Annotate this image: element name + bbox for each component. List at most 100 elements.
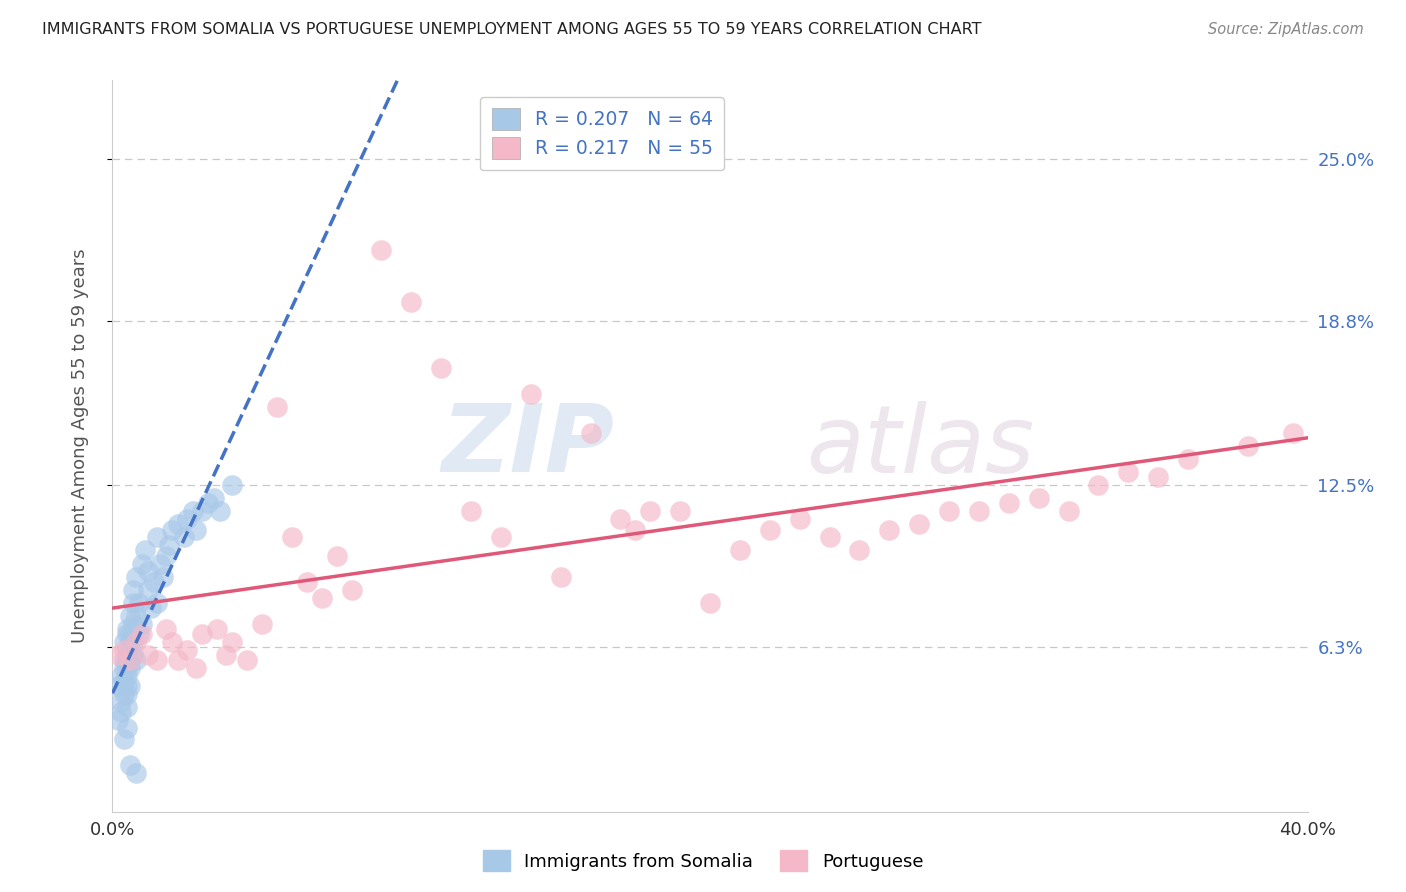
Point <box>848 543 870 558</box>
Point <box>152 569 174 583</box>
Point <box>325 549 347 563</box>
Text: ZIP: ZIP <box>441 400 614 492</box>
Point <box>117 669 139 683</box>
Text: atlas: atlas <box>806 401 1033 491</box>
Point <box>114 653 135 667</box>
Point <box>120 757 142 772</box>
Point <box>1147 470 1170 484</box>
Legend: R = 0.207   N = 64, R = 0.217   N = 55: R = 0.207 N = 64, R = 0.217 N = 55 <box>481 97 724 170</box>
Point <box>122 596 145 610</box>
Point <box>669 504 692 518</box>
Text: IMMIGRANTS FROM SOMALIA VS PORTUGUESE UNEMPLOYMENT AMONG AGES 55 TO 59 YEARS COR: IMMIGRANTS FROM SOMALIA VS PORTUGUESE UN… <box>42 22 981 37</box>
Point <box>186 523 208 537</box>
Point <box>125 569 148 583</box>
Point <box>759 523 782 537</box>
Point <box>120 661 142 675</box>
Point <box>143 574 166 589</box>
Point <box>879 523 901 537</box>
Point <box>1087 478 1109 492</box>
Point <box>209 504 232 518</box>
Point <box>728 543 751 558</box>
Point <box>114 731 135 746</box>
Point <box>579 425 602 440</box>
Point <box>1057 504 1080 518</box>
Point <box>122 635 145 649</box>
Point <box>125 608 148 623</box>
Point <box>141 601 163 615</box>
Point <box>138 565 160 579</box>
Point <box>125 635 148 649</box>
Point <box>295 574 318 589</box>
Point <box>107 714 129 728</box>
Point <box>120 679 142 693</box>
Point <box>221 635 243 649</box>
Point <box>114 687 135 701</box>
Point <box>311 591 333 605</box>
Point <box>134 543 156 558</box>
Point <box>699 596 721 610</box>
Point <box>131 557 153 571</box>
Point <box>221 478 243 492</box>
Point <box>191 627 214 641</box>
Point <box>789 512 811 526</box>
Point <box>1028 491 1050 506</box>
Point <box>205 622 228 636</box>
Point <box>191 504 214 518</box>
Point <box>128 627 150 641</box>
Point <box>1177 452 1199 467</box>
Point <box>176 642 198 657</box>
Point <box>120 627 142 641</box>
Point <box>489 530 512 544</box>
Point <box>120 635 142 649</box>
Point <box>117 700 139 714</box>
Point <box>624 523 647 537</box>
Point <box>107 648 129 662</box>
Point <box>149 557 172 571</box>
Point <box>125 653 148 667</box>
Point <box>117 687 139 701</box>
Point <box>1237 439 1260 453</box>
Point <box>818 530 841 544</box>
Point <box>110 706 132 720</box>
Point <box>114 635 135 649</box>
Point <box>122 648 145 662</box>
Point <box>176 512 198 526</box>
Y-axis label: Unemployment Among Ages 55 to 59 years: Unemployment Among Ages 55 to 59 years <box>70 249 89 643</box>
Point <box>550 569 572 583</box>
Point <box>122 582 145 597</box>
Point <box>167 517 190 532</box>
Point <box>117 661 139 675</box>
Point <box>146 596 169 610</box>
Point <box>128 596 150 610</box>
Point <box>117 622 139 636</box>
Point <box>138 648 160 662</box>
Point <box>120 653 142 667</box>
Point <box>215 648 238 662</box>
Point <box>146 653 169 667</box>
Point <box>157 538 180 552</box>
Point <box>967 504 990 518</box>
Point <box>114 642 135 657</box>
Point <box>117 642 139 657</box>
Legend: Immigrants from Somalia, Portuguese: Immigrants from Somalia, Portuguese <box>475 843 931 879</box>
Point <box>281 530 304 544</box>
Point <box>155 622 177 636</box>
Point <box>120 608 142 623</box>
Point <box>114 674 135 689</box>
Point <box>340 582 363 597</box>
Point <box>114 661 135 675</box>
Point <box>401 295 423 310</box>
Point <box>938 504 960 518</box>
Point <box>131 616 153 631</box>
Point <box>266 400 288 414</box>
Point <box>117 648 139 662</box>
Point <box>202 491 225 506</box>
Point <box>430 360 453 375</box>
Point <box>117 721 139 735</box>
Point <box>117 653 139 667</box>
Point <box>640 504 662 518</box>
Point <box>173 530 195 544</box>
Point <box>110 669 132 683</box>
Point <box>122 616 145 631</box>
Point <box>460 504 482 518</box>
